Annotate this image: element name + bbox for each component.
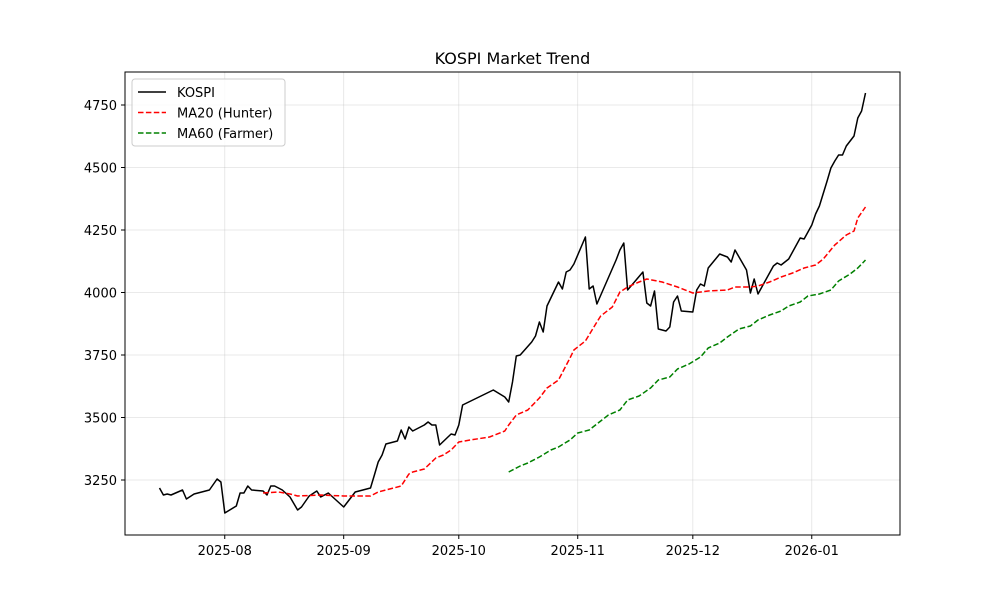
legend-label: KOSPI <box>177 86 215 101</box>
x-tick-label: 2025-09 <box>317 544 371 559</box>
y-tick-label: 3250 <box>84 474 117 489</box>
y-tick-label: 3750 <box>84 349 117 364</box>
y-tick-label: 4500 <box>84 162 117 177</box>
series-lines <box>160 93 866 513</box>
x-tick-label: 2025-11 <box>551 544 605 559</box>
legend-label: MA60 (Farmer) <box>177 127 273 142</box>
x-tick-label: 2025-08 <box>198 544 252 559</box>
x-tick-label: 2025-12 <box>666 544 720 559</box>
legend-label: MA20 (Hunter) <box>177 107 273 122</box>
x-tick-label: 2026-01 <box>785 544 839 559</box>
series-line-0 <box>160 93 866 513</box>
x-axis: 2025-08 2025-09 2025-10 2025-11 2025-12 2026-… <box>198 535 839 559</box>
legend: KOSPI MA20 (Hunter) MA60 (Farmer) <box>132 79 285 146</box>
y-axis: 3250 3500 3750 4000 4250 4500 4750 <box>84 99 125 489</box>
y-tick-label: 4250 <box>84 224 117 239</box>
chart-title: KOSPI Market Trend <box>435 49 591 68</box>
x-tick-label: 2025-10 <box>432 544 486 559</box>
series-line-1 <box>263 207 865 496</box>
y-tick-label: 4750 <box>84 99 117 114</box>
y-tick-label: 4000 <box>84 287 117 302</box>
y-tick-label: 3500 <box>84 412 117 427</box>
